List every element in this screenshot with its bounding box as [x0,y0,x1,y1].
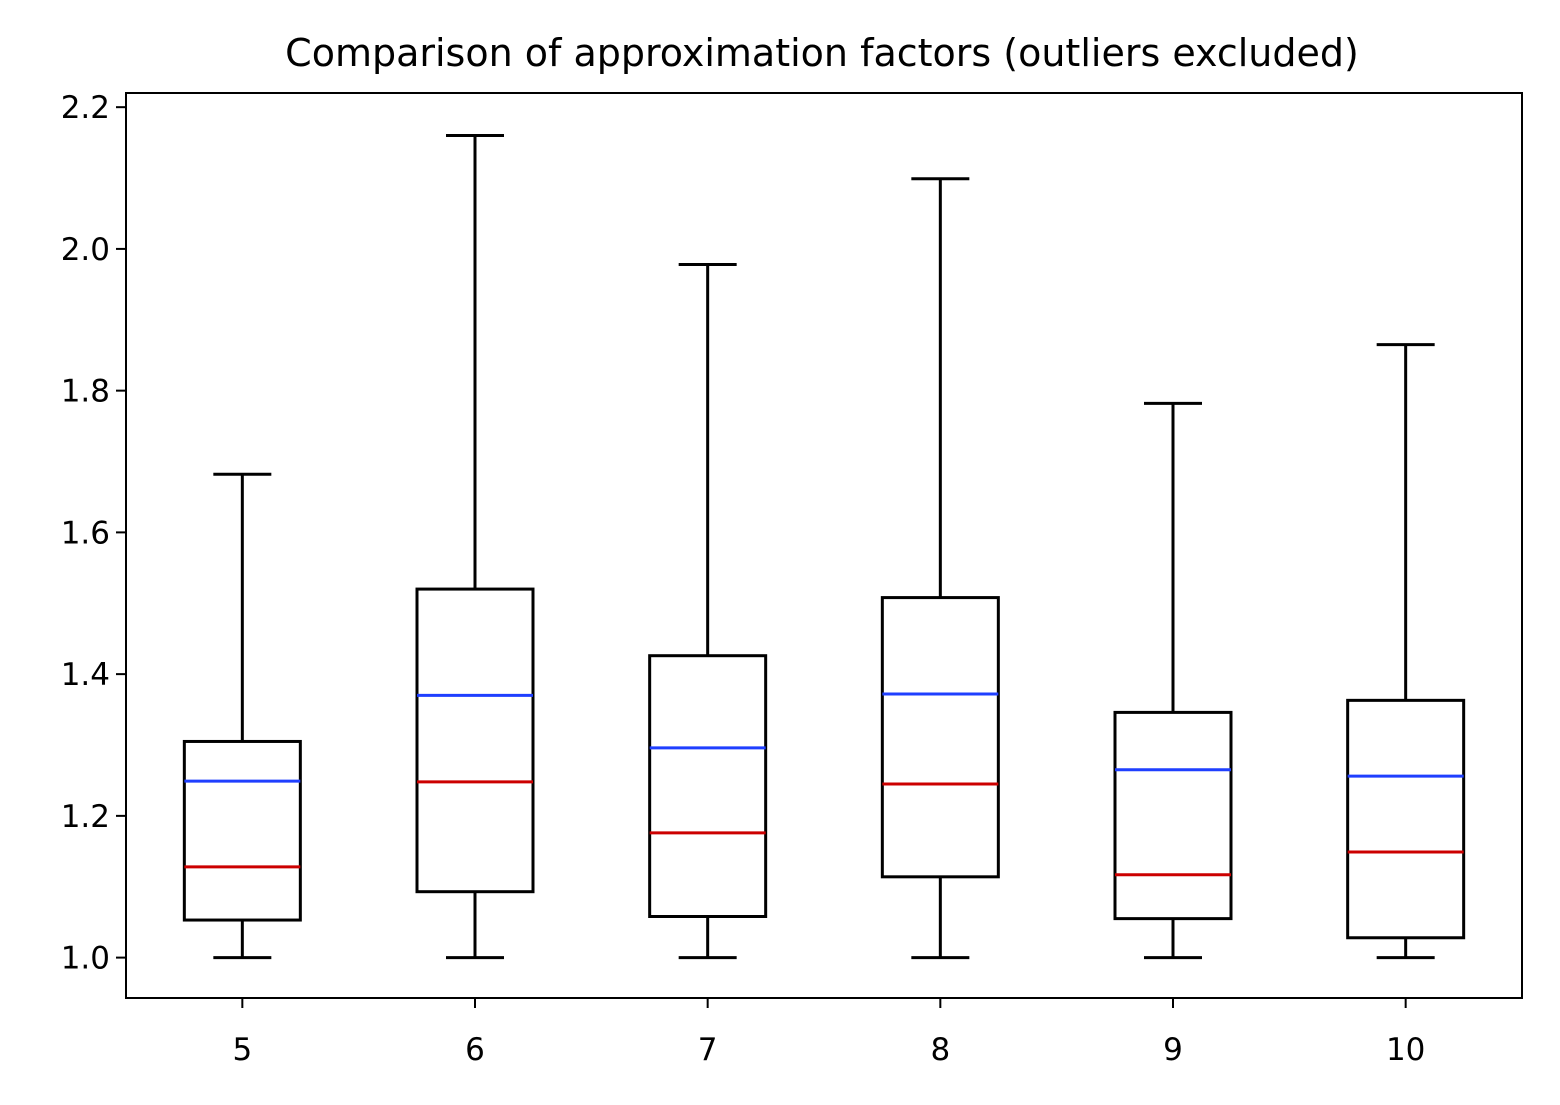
x-tick-label: 8 [930,1032,950,1068]
x-tick-label: 5 [232,1032,252,1068]
iqr-box [1346,698,1466,940]
y-tick-label: 1.0 [61,941,110,977]
y-tick-label: 2.2 [61,90,110,126]
box-group [1113,401,1233,960]
y-tick-label: 1.2 [61,799,110,835]
iqr-box [182,739,302,922]
box-group [182,472,302,960]
box-series [182,134,1466,960]
x-tick-label: 9 [1163,1032,1183,1068]
iqr-box [1113,710,1233,921]
y-axis: 1.0 1.2 1.4 1.6 1.8 2.0 2.2 [61,90,126,977]
box-group [415,134,535,960]
x-tick-label: 6 [465,1032,485,1068]
box-group [648,263,768,960]
iqr-box [415,587,535,894]
iqr-box [648,654,768,919]
y-tick-label: 1.4 [61,657,110,693]
chart-title: Comparison of approximation factors (out… [285,31,1359,75]
y-tick-label: 2.0 [61,232,110,268]
y-tick-label: 1.6 [61,515,110,551]
y-tick-label: 1.8 [61,374,110,410]
x-tick-label: 7 [698,1032,718,1068]
iqr-box [880,596,1000,879]
box-group [1346,343,1466,960]
x-tick-label: 10 [1386,1032,1425,1068]
x-axis: 5 6 7 8 9 10 [232,998,1425,1068]
plot-area-frame [125,92,1523,999]
box-group [880,177,1000,960]
